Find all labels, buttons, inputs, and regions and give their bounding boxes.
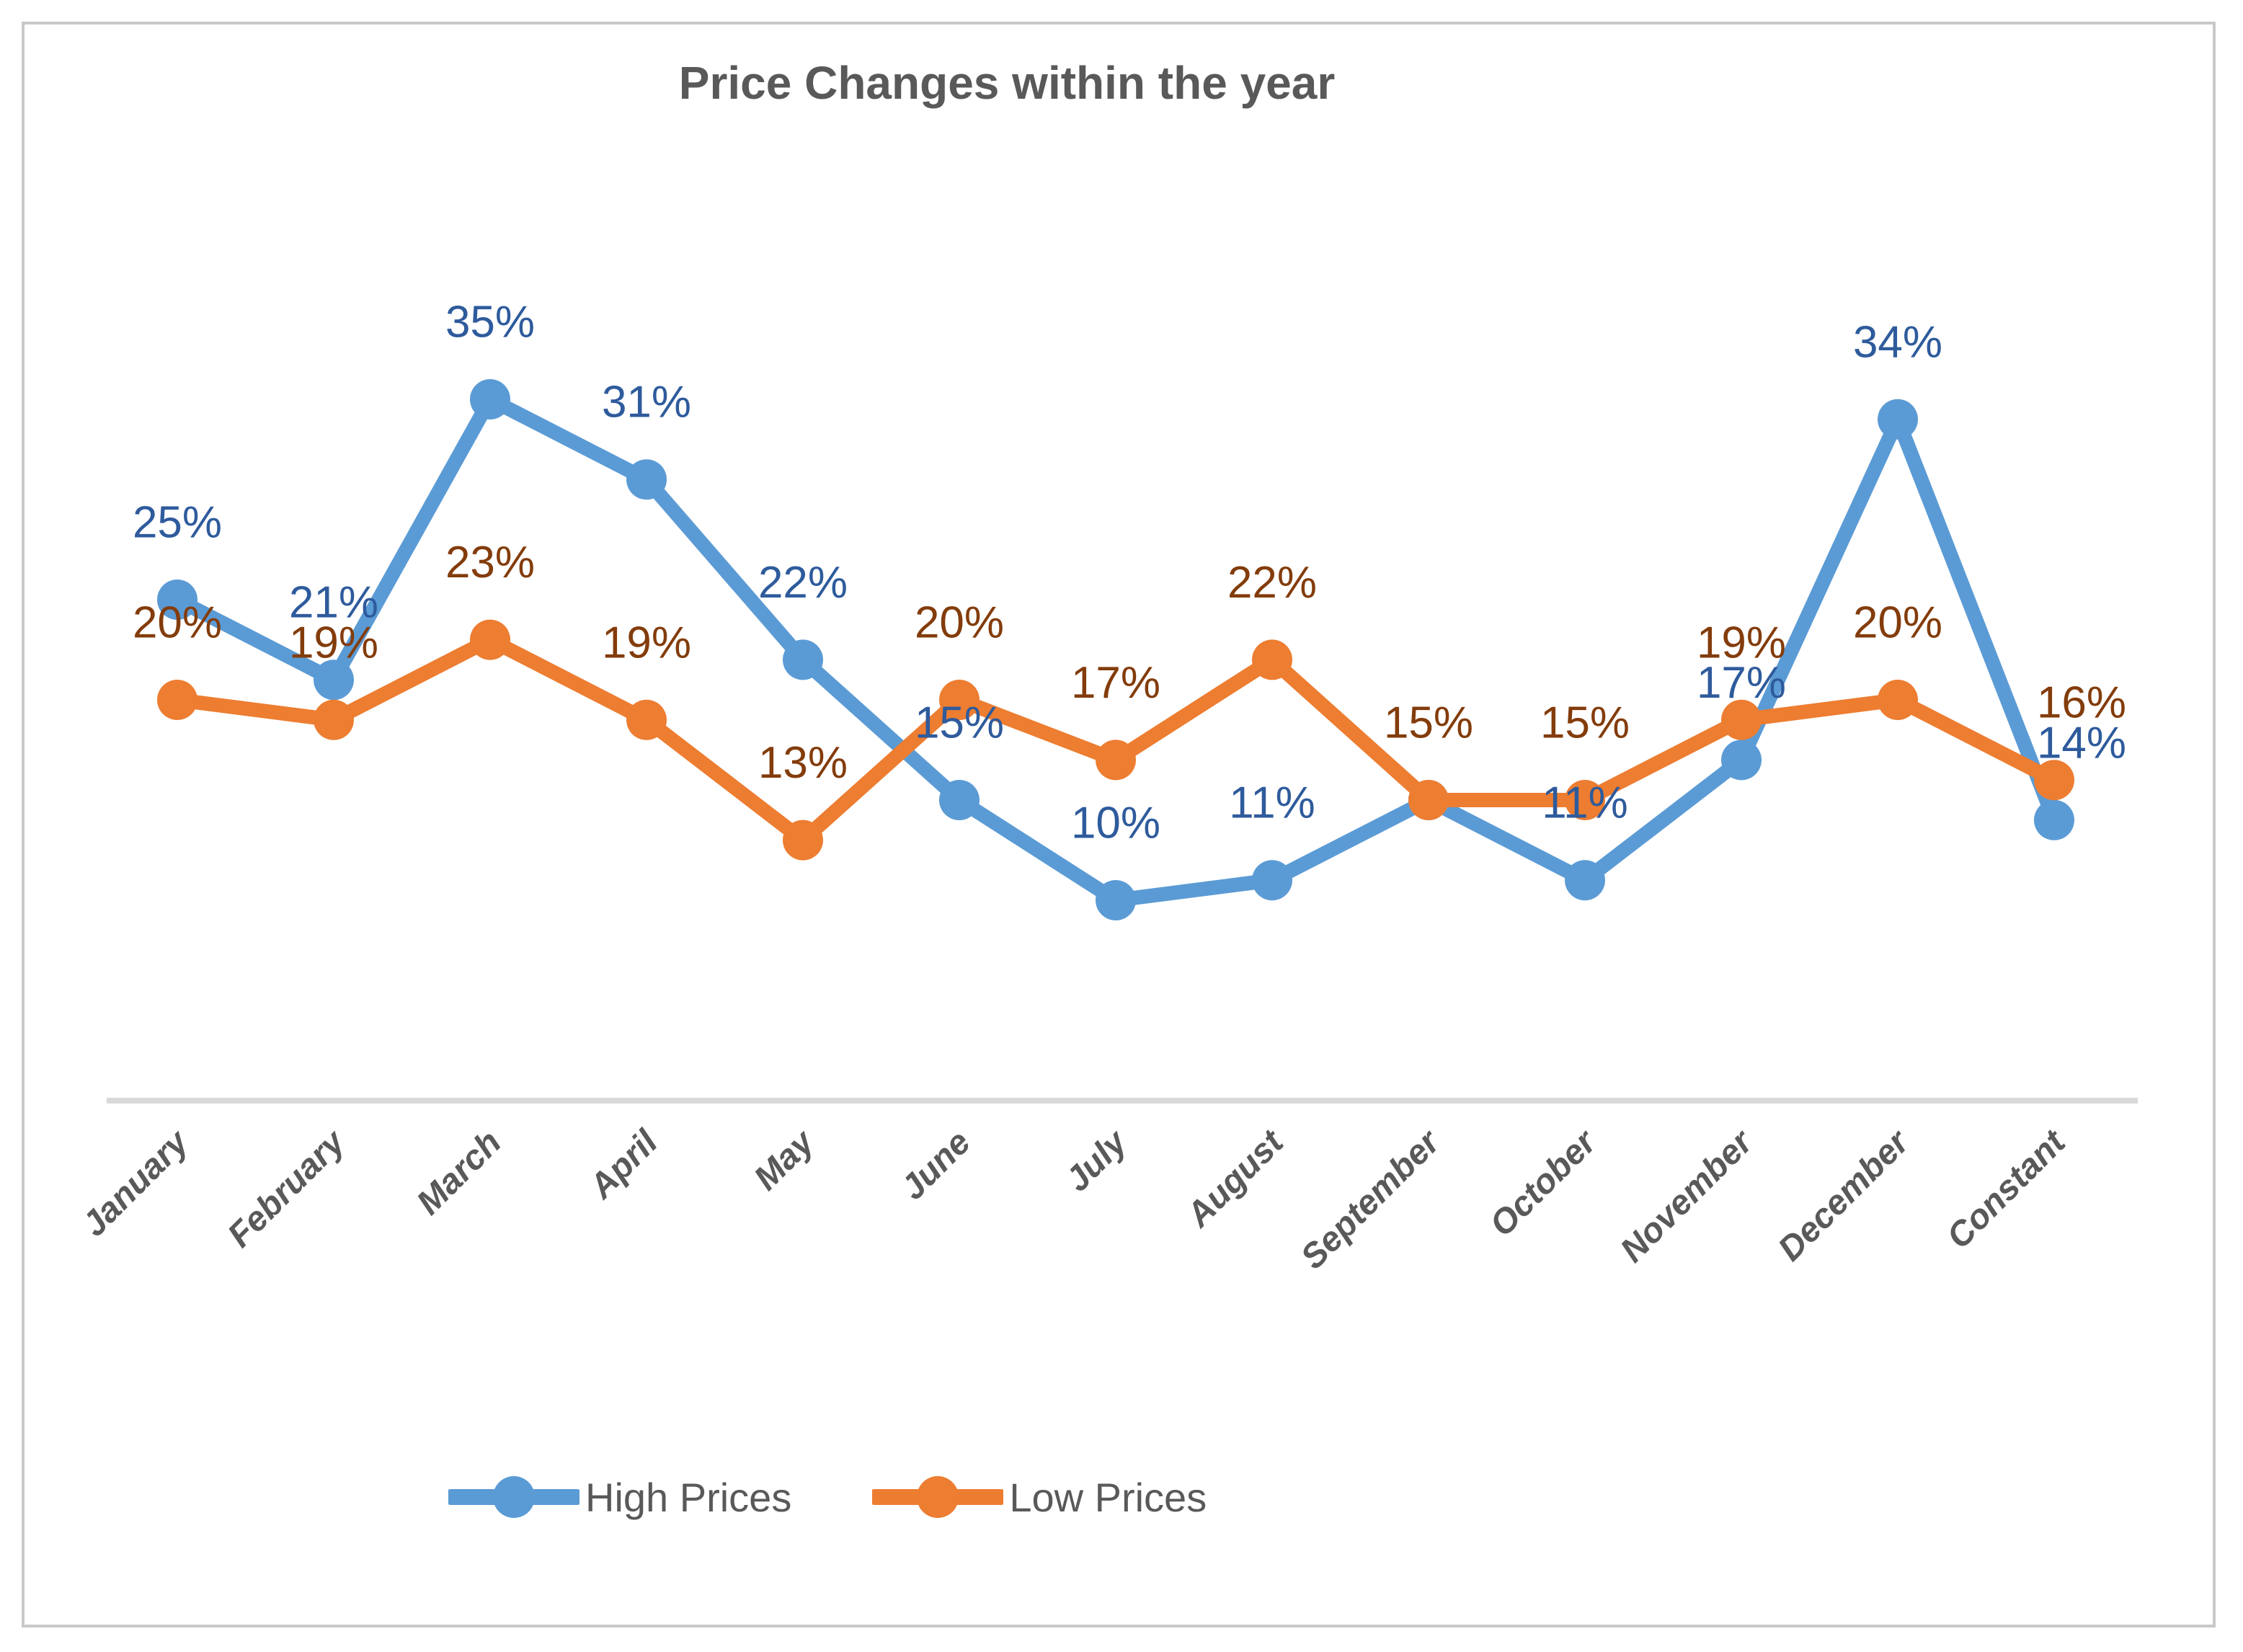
- x-axis-label-december: December: [1771, 1122, 1917, 1269]
- data-point-high-december: [1878, 399, 1918, 440]
- data-point-low-october: [1565, 780, 1605, 820]
- data-label-low-january: 20%: [133, 598, 222, 648]
- x-axis-label-august: August: [1179, 1122, 1292, 1235]
- data-label-low-july: 17%: [1071, 658, 1160, 708]
- data-label-low-october: 15%: [1540, 698, 1630, 748]
- x-axis-label-constant: Constant: [1940, 1122, 2074, 1256]
- data-label-high-october: 11%: [1542, 778, 1628, 828]
- data-point-high-october: [1565, 860, 1605, 901]
- chart-border: [22, 22, 2216, 1627]
- data-point-low-november: [1721, 699, 1762, 740]
- legend-line-dot-glyph: [867, 1476, 1009, 1518]
- data-label-low-june: 20%: [915, 598, 1004, 648]
- chart-title: Price Changes within the year: [678, 57, 1336, 109]
- data-point-high-august: [1252, 860, 1292, 901]
- x-axis-label-june: June: [894, 1123, 978, 1207]
- data-point-high-january: [157, 579, 197, 620]
- data-label-high-may: 22%: [758, 558, 848, 608]
- data-label-high-february: 21%: [289, 578, 378, 628]
- data-point-low-march: [470, 619, 510, 660]
- data-label-high-june: 15%: [915, 698, 1004, 748]
- data-label-low-april: 19%: [602, 618, 691, 667]
- high-series-marker-icon: [443, 1473, 585, 1521]
- data-point-low-june: [939, 680, 980, 720]
- legend-line-dot-glyph: [443, 1476, 585, 1518]
- data-label-low-march: 23%: [445, 538, 535, 587]
- data-label-high-march: 35%: [445, 298, 535, 347]
- data-label-high-august: 11%: [1229, 778, 1315, 828]
- data-label-high-july: 10%: [1071, 799, 1160, 848]
- data-point-high-march: [470, 379, 510, 419]
- data-label-low-february: 19%: [289, 618, 378, 667]
- data-point-high-february: [314, 660, 354, 701]
- data-point-high-may: [783, 639, 823, 680]
- x-axis-label-january: January: [75, 1122, 197, 1244]
- x-axis-label-april: April: [582, 1122, 666, 1207]
- legend-item-low-prices: Low Prices: [867, 1473, 1207, 1521]
- data-label-low-september: 15%: [1384, 698, 1473, 748]
- data-label-high-april: 31%: [602, 378, 691, 427]
- data-point-high-july: [1096, 880, 1136, 920]
- x-axis-label-november: November: [1613, 1122, 1761, 1270]
- chart-legend: High Prices Low Prices: [443, 1472, 1207, 1522]
- legend-item-high-prices: High Prices: [443, 1473, 792, 1521]
- x-axis-label-july: July: [1058, 1122, 1135, 1199]
- data-label-high-november: 17%: [1697, 658, 1786, 708]
- low-series-marker-icon: [867, 1473, 1009, 1521]
- data-point-low-september: [1408, 780, 1449, 820]
- data-point-low-january: [157, 680, 197, 720]
- data-label-low-may: 13%: [758, 738, 848, 788]
- legend-label-high-prices: High Prices: [585, 1474, 792, 1520]
- data-point-low-august: [1252, 639, 1292, 680]
- data-point-high-november: [1721, 740, 1762, 781]
- x-axis-label-march: March: [409, 1123, 508, 1222]
- data-point-low-april: [626, 699, 667, 740]
- data-label-low-november: 19%: [1697, 618, 1786, 667]
- data-point-low-constant: [2034, 760, 2074, 801]
- data-label-low-constant: 16%: [2037, 678, 2126, 728]
- x-axis-label-october: October: [1483, 1122, 1604, 1244]
- data-point-low-may: [783, 820, 823, 861]
- x-axis-label-may: May: [747, 1122, 822, 1198]
- data-label-high-constant: 14%: [2037, 718, 2126, 768]
- data-point-low-february: [314, 699, 354, 740]
- legend-label-low-prices: Low Prices: [1009, 1474, 1207, 1520]
- x-axis-label-september: September: [1294, 1122, 1449, 1277]
- x-axis-label-february: February: [221, 1122, 353, 1255]
- data-label-low-december: 20%: [1853, 598, 1942, 648]
- data-label-low-august: 22%: [1227, 558, 1317, 608]
- data-point-low-july: [1096, 740, 1136, 781]
- data-label-high-january: 25%: [133, 498, 222, 548]
- data-point-high-constant: [2034, 799, 2074, 840]
- data-point-high-april: [626, 459, 667, 500]
- data-label-high-december: 34%: [1853, 317, 1942, 367]
- data-point-high-june: [939, 780, 980, 820]
- data-point-low-december: [1878, 680, 1918, 720]
